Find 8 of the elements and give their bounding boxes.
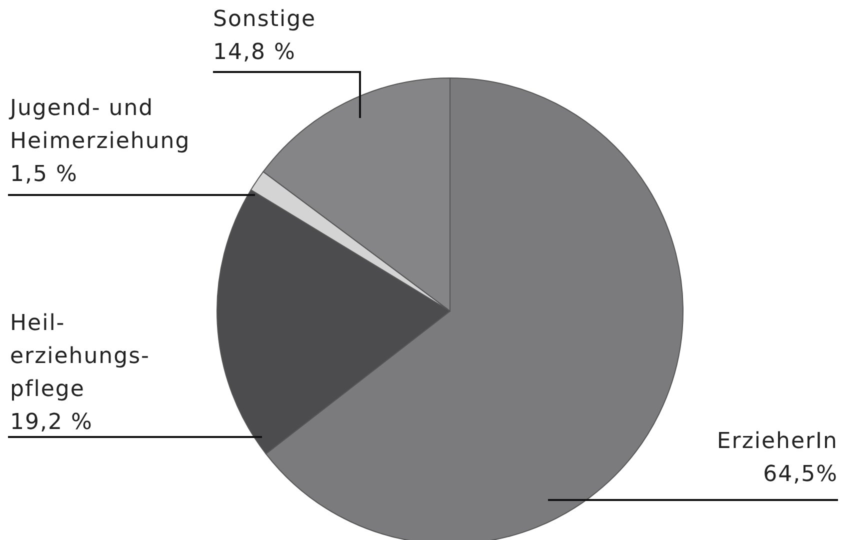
data-label: 64,5% xyxy=(763,462,838,487)
slice-label: Sonstige xyxy=(213,7,316,32)
data-label: 19,2 % xyxy=(10,410,93,435)
data-label: 1,5 % xyxy=(10,162,78,187)
slice-label: Jugend- und Heimerziehung xyxy=(8,96,190,154)
slice-label: ErzieherIn xyxy=(716,429,838,454)
data-label: 14,8 % xyxy=(213,40,296,65)
slice-label: Heil- erziehungs- pflege xyxy=(10,311,150,402)
